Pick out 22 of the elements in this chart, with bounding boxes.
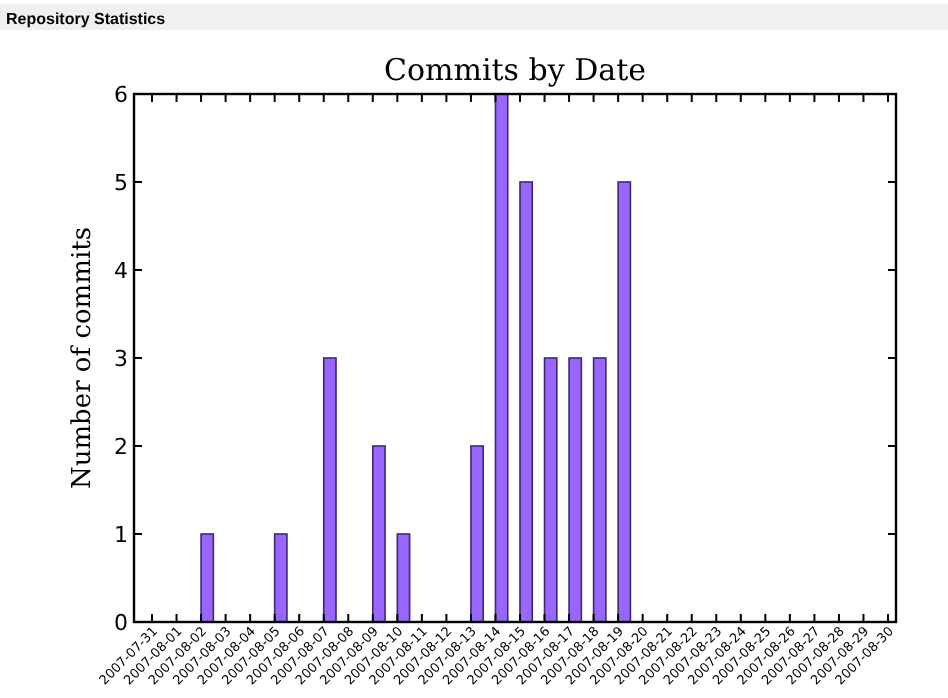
- chart-title: Commits by Date: [384, 52, 647, 88]
- bar: [617, 181, 632, 623]
- bar: [273, 533, 288, 623]
- bar: [519, 181, 534, 623]
- y-tick-label: 6: [114, 82, 128, 108]
- bar: [372, 445, 386, 623]
- y-tick-label: 0: [114, 610, 128, 636]
- bar: [200, 533, 215, 623]
- bar: [396, 533, 411, 623]
- y-tick-label: 4: [114, 258, 128, 284]
- bar: [592, 357, 607, 623]
- text: Repository Statistics: [6, 10, 167, 28]
- y-tick-label: 2: [114, 434, 128, 460]
- y-tick-label: 3: [114, 346, 128, 372]
- bar: [322, 357, 337, 623]
- y-tick-label: 5: [114, 170, 128, 196]
- bar: [568, 357, 583, 623]
- bar: [494, 93, 509, 623]
- y-axis-title: Number of commits: [68, 226, 98, 490]
- bar: [470, 445, 484, 623]
- bar: [543, 357, 558, 623]
- y-tick-label: 1: [114, 522, 128, 548]
